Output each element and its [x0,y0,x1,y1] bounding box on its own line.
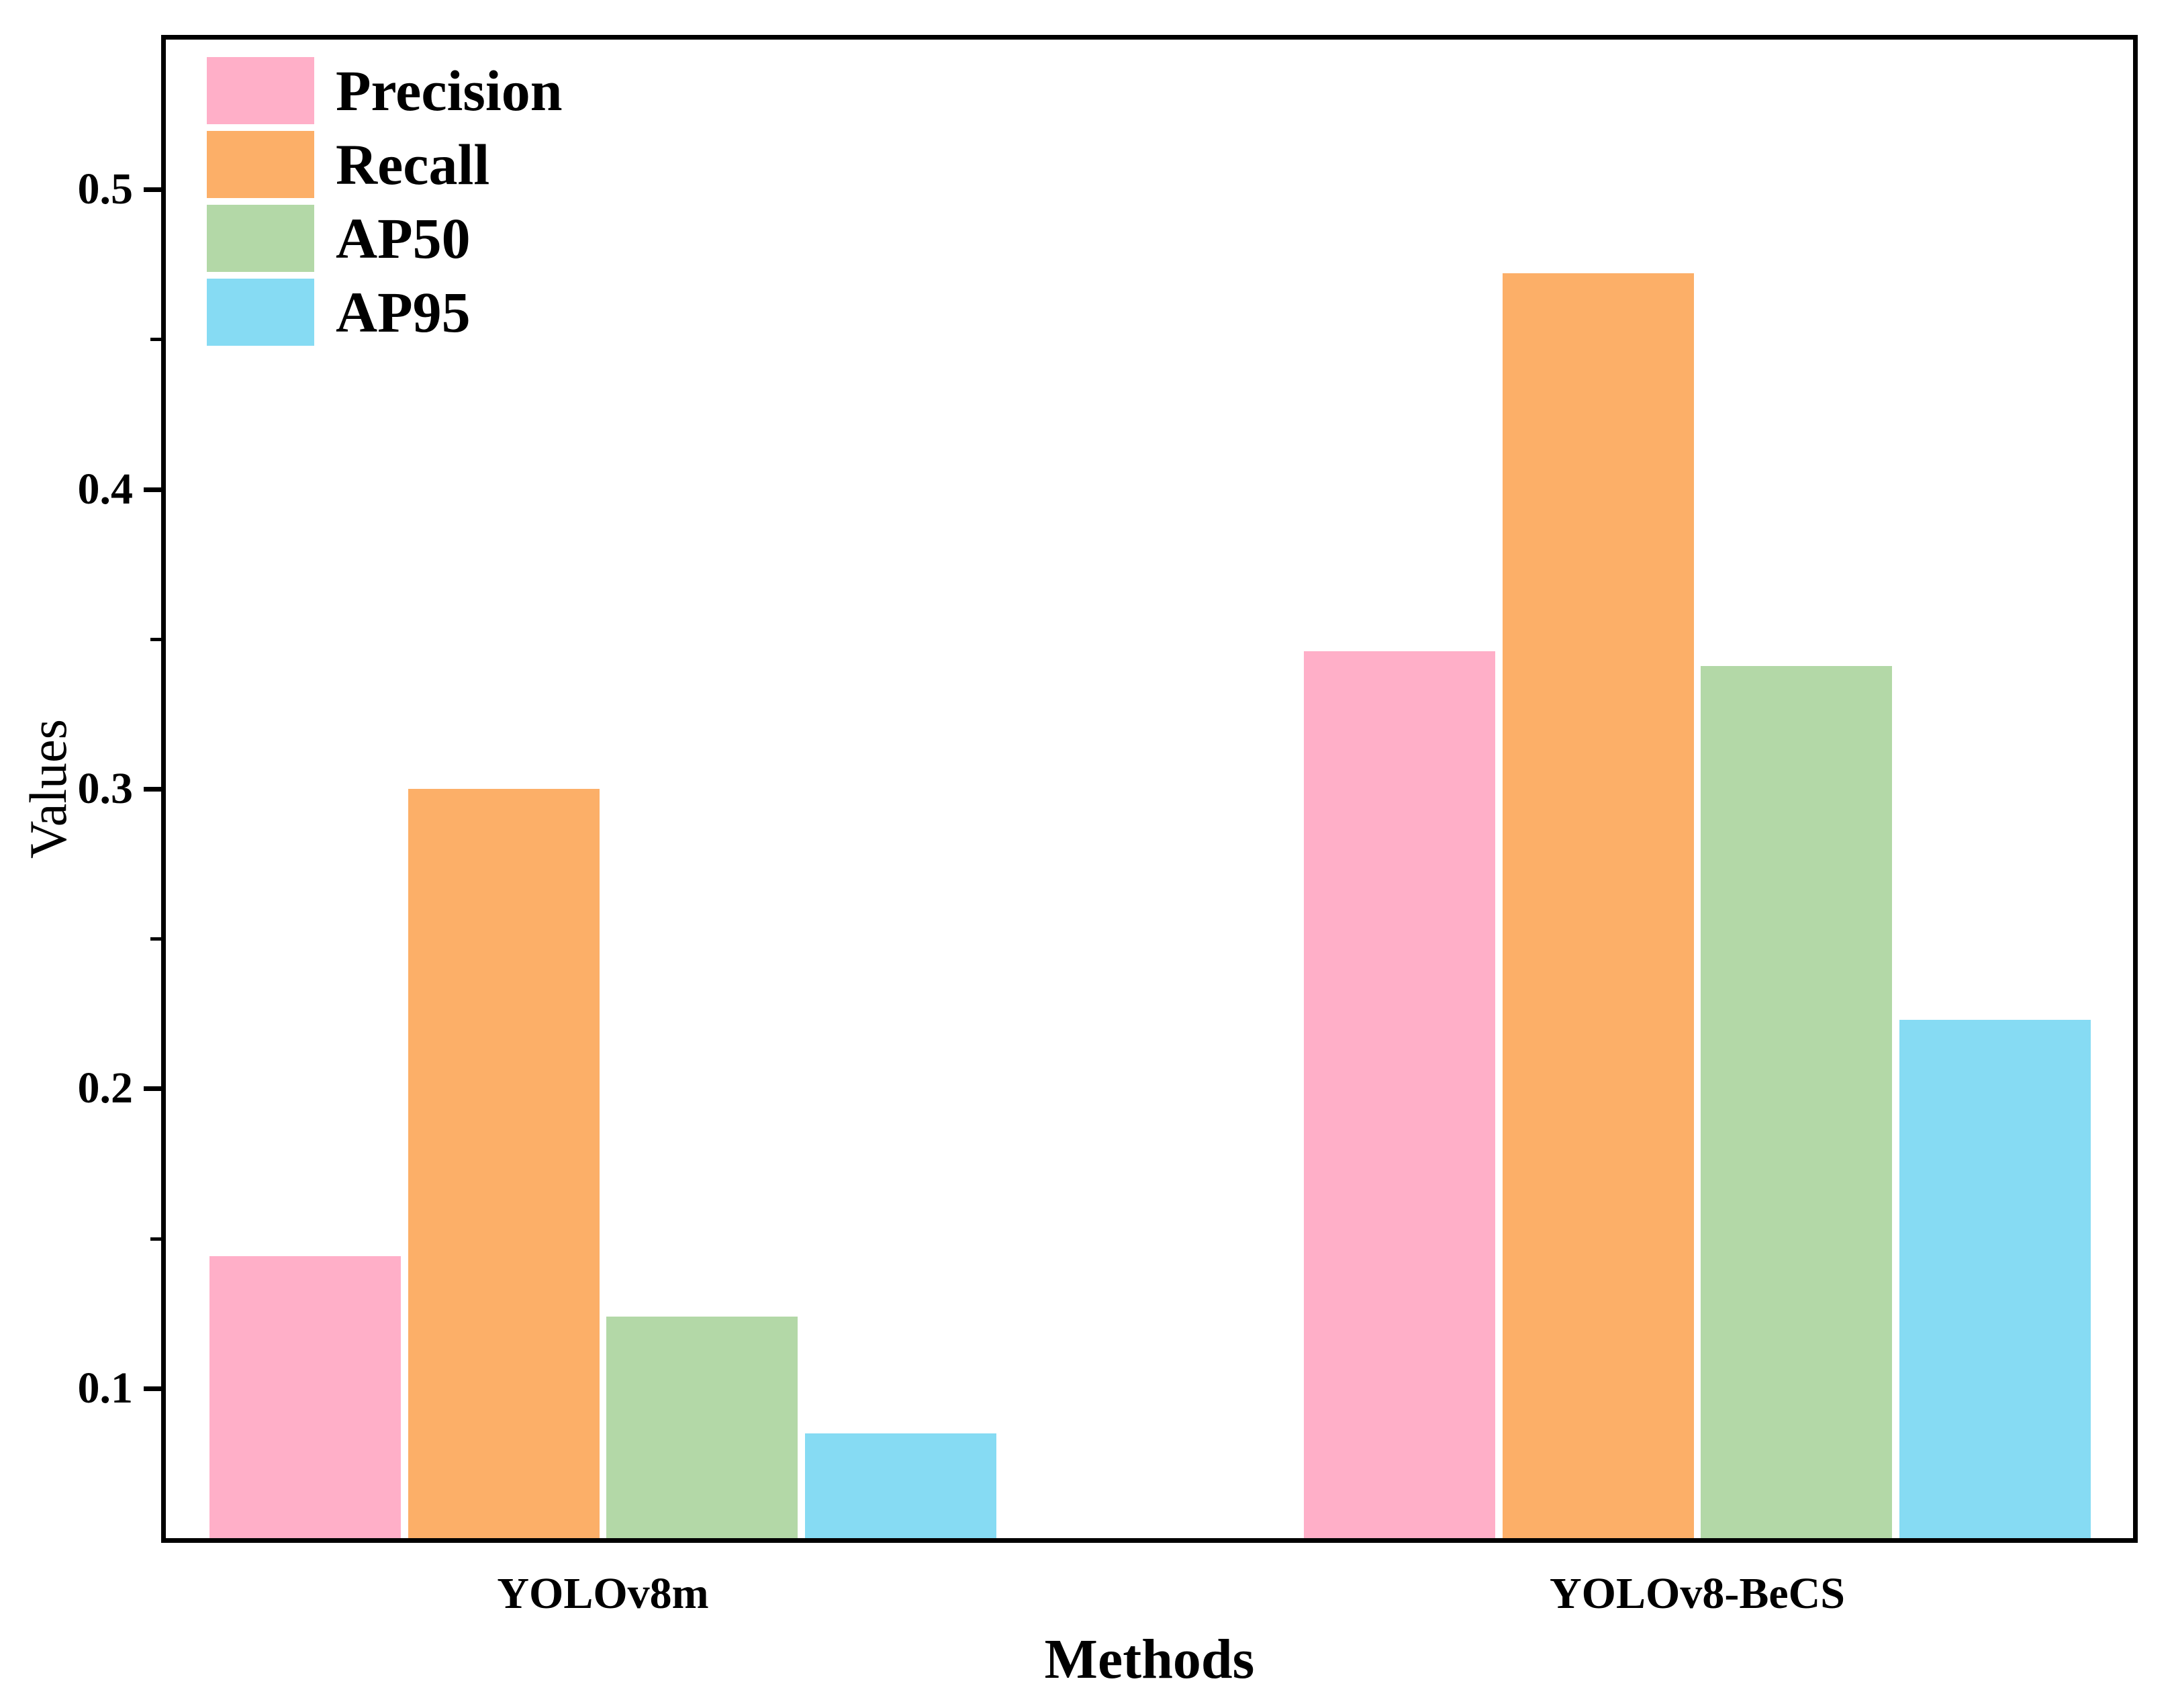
bar-yolov8m-ap95 [804,1433,996,1538]
legend: Precision Recall AP50 AP95 [207,57,563,346]
legend-label-ap95: AP95 [336,280,471,344]
bar-yolov8m-precision [209,1256,401,1538]
bar-yolov8m-recall [408,789,600,1538]
legend-label-recall: Recall [336,132,490,197]
x-axis-title: Methods [1044,1628,1255,1691]
bar-yolov8m-ap50 [606,1316,798,1538]
bar-yolov8-becs-ap50 [1701,665,1893,1538]
y-major-tick-0.5 [144,187,162,193]
legend-item-ap50: AP50 [207,205,563,272]
y-minor-tick [150,338,162,342]
legend-item-recall: Recall [207,131,563,198]
y-minor-tick [150,1237,162,1241]
bar-yolov8-becs-recall [1502,273,1694,1538]
legend-label-ap50: AP50 [336,206,471,271]
ap95-swatch [207,279,314,346]
y-tick-label-0.4: 0.4 [77,464,134,514]
legend-item-ap95: AP95 [207,279,563,346]
x-category-label-yolov8-becs: YOLOv8-BeCS [1549,1569,1846,1618]
y-tick-label-0.3: 0.3 [77,764,134,813]
x-category-label-yolov8m: YOLOv8m [497,1569,709,1618]
legend-item-precision: Precision [207,57,563,124]
y-major-tick-0.3 [144,787,162,792]
bar-yolov8-becs-ap95 [1899,1019,2091,1538]
legend-label-precision: Precision [336,58,563,123]
y-minor-tick [150,637,162,641]
y-minor-tick [150,937,162,941]
precision-swatch [207,57,314,124]
ap50-swatch [207,205,314,272]
recall-swatch [207,131,314,198]
y-major-tick-0.1 [144,1386,162,1391]
y-tick-label-0.1: 0.1 [77,1363,134,1413]
y-major-tick-0.2 [144,1086,162,1092]
bar-yolov8-becs-precision [1304,651,1496,1538]
y-major-tick-0.4 [144,487,162,492]
y-tick-label-0.2: 0.2 [77,1063,134,1113]
y-tick-label-0.5: 0.5 [77,164,134,214]
